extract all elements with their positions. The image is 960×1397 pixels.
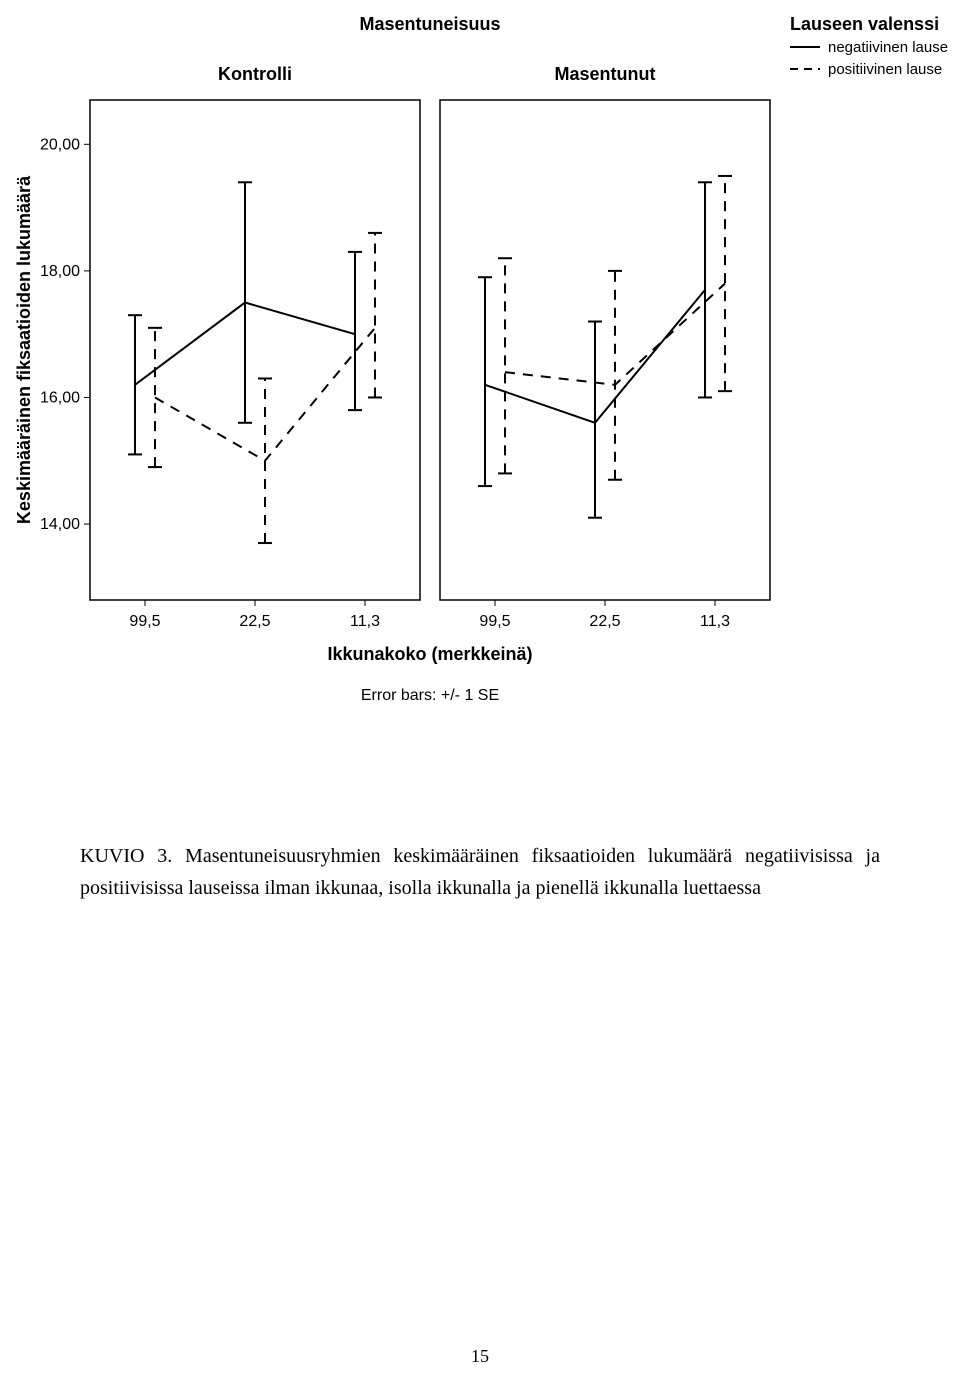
figure-3-chart: Masentuneisuus Keskimääräinen fiksaatioid… [10,0,950,740]
legend-item-label: negatiivinen lause [828,39,948,56]
x-tick-label: 11,3 [700,613,730,630]
chart-svg: Masentuneisuus Keskimääräinen fiksaatioid… [10,0,950,740]
y-tick-label: 14,00 [40,516,80,533]
figure-caption: KUVIO 3. Masentuneisuusryhmien keskimäär… [80,840,880,904]
y-axis-label: Keskimääräinen fiksaatioiden lukumäärä [14,175,34,524]
y-tick-label: 16,00 [40,389,80,406]
x-tick-label: 99,5 [129,613,160,630]
x-tick-label: 22,5 [589,613,620,630]
x-axis-label: Ikkunakoko (merkkeinä) [327,644,532,664]
y-tick-label: 20,00 [40,136,80,153]
x-tick-label: 11,3 [350,613,380,630]
x-tick-label: 22,5 [239,613,270,630]
panel-border [90,100,420,600]
error-bar-note: Error bars: +/- 1 SE [361,687,499,704]
chart-supertitle: Masentuneisuus [359,14,500,34]
panel-title: Masentunut [555,64,656,84]
panel-title: Kontrolli [218,64,292,84]
page-number: 15 [0,1346,960,1367]
x-tick-label: 99,5 [479,613,510,630]
legend-item-label: positiivinen lause [828,61,942,78]
legend-title: Lauseen valenssi [790,14,939,34]
y-tick-label: 18,00 [40,263,80,280]
